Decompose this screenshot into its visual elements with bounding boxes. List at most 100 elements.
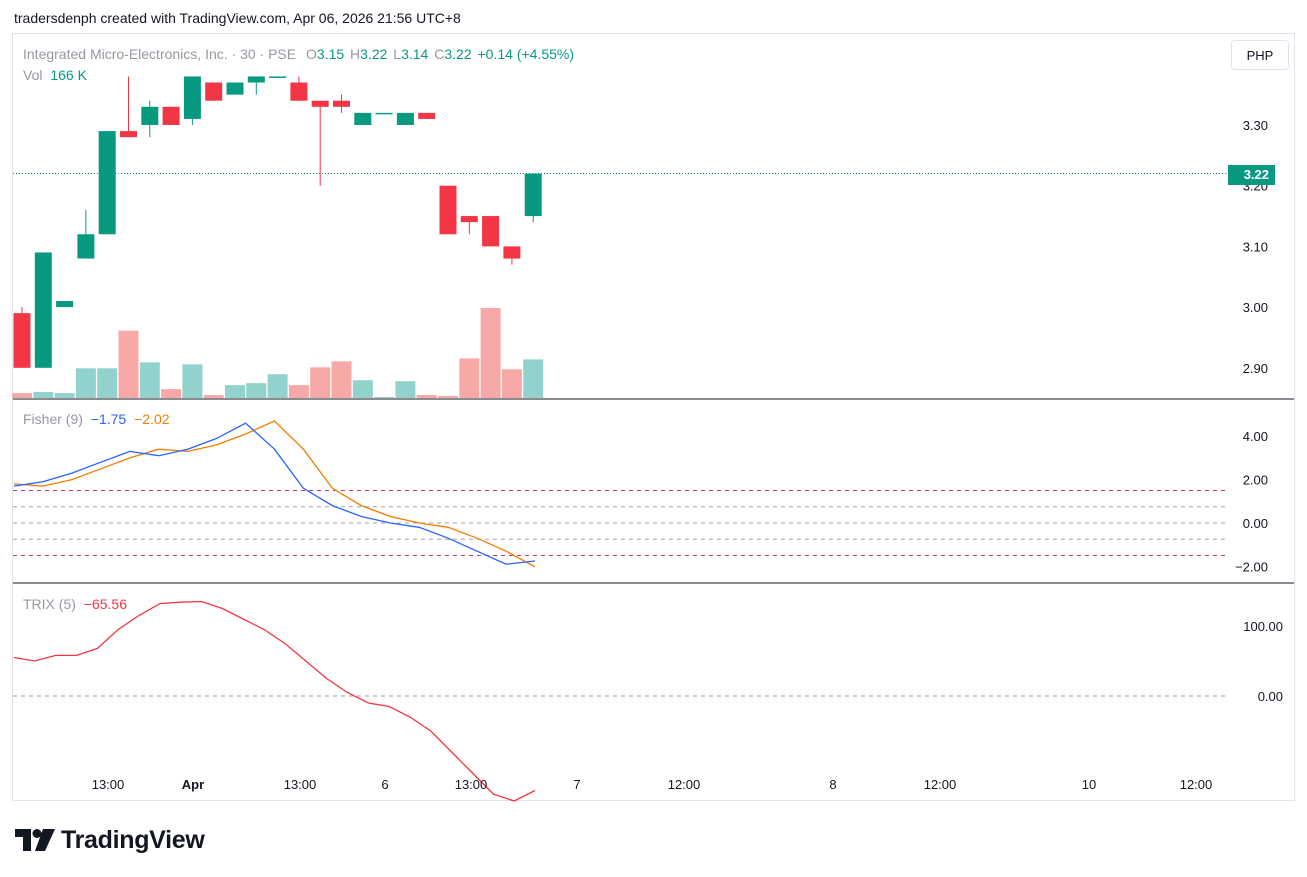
candle-body xyxy=(56,301,74,308)
time-axis-tick: 12:00 xyxy=(1180,777,1213,792)
fisher-axis-tick: −2.00 xyxy=(1235,559,1268,574)
volume-bar xyxy=(12,393,32,398)
tradingview-logo-icon xyxy=(15,829,55,851)
time-axis-tick: 10 xyxy=(1082,777,1096,792)
time-axis-tick: 6 xyxy=(381,777,388,792)
volume-bar xyxy=(97,368,118,398)
currency-button[interactable]: PHP xyxy=(1231,40,1289,70)
chart-attribution: tradersdenph created with TradingView.co… xyxy=(14,10,461,26)
time-axis-tick: Apr xyxy=(182,777,204,792)
volume-bar xyxy=(480,307,501,398)
main-legend: Integrated Micro-Electronics, Inc. · 30 … xyxy=(23,46,576,62)
volume-bar xyxy=(118,330,139,398)
chart-frame xyxy=(12,33,1295,801)
volume-bar xyxy=(33,392,54,398)
volume-bar xyxy=(139,362,160,398)
volume-value: 166 K xyxy=(50,67,87,83)
candle-body xyxy=(333,100,350,107)
fisher-legend: Fisher (9) −1.75 −2.02 xyxy=(23,411,170,427)
candle-body xyxy=(524,173,542,217)
low-label: L xyxy=(393,46,402,62)
volume-bar xyxy=(182,364,203,398)
price-axis-tick: 3.30 xyxy=(1243,118,1268,133)
volume-bar xyxy=(246,383,267,398)
candle-body xyxy=(375,112,393,115)
fisher-trigger-line xyxy=(13,420,536,568)
candle-body xyxy=(439,185,457,235)
volume-bar xyxy=(161,389,182,398)
volume-bar xyxy=(331,361,352,398)
trix-legend: TRIX (5) −65.56 xyxy=(23,596,127,612)
candle-body xyxy=(460,216,478,223)
candle-body xyxy=(98,131,116,235)
candle-body xyxy=(77,234,95,259)
fisher-name[interactable]: Fisher (9) xyxy=(23,411,83,427)
fisher-line xyxy=(13,422,536,565)
close-label: C xyxy=(434,46,445,62)
candle-body xyxy=(311,100,329,107)
time-axis-tick: 12:00 xyxy=(668,777,701,792)
time-axis-tick: 12:00 xyxy=(924,777,957,792)
trix-axis-tick: 100.00 xyxy=(1243,619,1283,634)
volume-bar xyxy=(225,385,245,398)
price-axis-tick: 3.00 xyxy=(1243,300,1268,315)
last-price-label: 3.22 xyxy=(1228,165,1275,185)
candle-body xyxy=(354,112,372,125)
volume-label[interactable]: Vol xyxy=(23,67,43,83)
volume-bar xyxy=(352,380,373,398)
volume-bar xyxy=(54,393,75,398)
candle-body xyxy=(183,76,201,119)
volume-bar xyxy=(395,381,416,398)
candle-body xyxy=(34,252,52,368)
fisher-axis-tick: 4.00 xyxy=(1243,429,1268,444)
candle-body xyxy=(396,112,414,125)
volume-bar xyxy=(203,395,224,398)
candle-body xyxy=(226,82,244,95)
time-axis-tick: 13:00 xyxy=(92,777,125,792)
volume-bar xyxy=(310,367,331,398)
volume-legend: Vol 166 K xyxy=(23,67,87,83)
fisher-trigger-value: −2.02 xyxy=(134,411,170,427)
candle-body xyxy=(141,106,159,125)
volume-bar xyxy=(374,397,395,399)
candle-body xyxy=(269,76,287,78)
fisher-axis-tick: 2.00 xyxy=(1243,473,1268,488)
open-value: 3.15 xyxy=(316,46,345,62)
fisher-value: −1.75 xyxy=(90,411,127,427)
volume-bar xyxy=(75,368,96,398)
high-label: H xyxy=(350,46,361,62)
volume-bar xyxy=(523,359,544,398)
trix-line xyxy=(13,600,536,802)
symbol-label[interactable]: Integrated Micro-Electronics, Inc. · 30 … xyxy=(23,46,297,62)
time-axis-tick: 13:00 xyxy=(284,777,317,792)
candle-body xyxy=(290,82,308,101)
trix-axis-tick: 0.00 xyxy=(1258,689,1283,704)
volume-bar xyxy=(267,374,288,398)
candle-body xyxy=(205,82,223,101)
trix-name[interactable]: TRIX (5) xyxy=(23,596,76,612)
close-value: 3.22 xyxy=(444,46,472,62)
tradingview-logo[interactable]: TradingView xyxy=(15,824,205,856)
tradingview-wordmark: TradingView xyxy=(61,825,205,854)
candle-body xyxy=(13,313,31,368)
candle-body xyxy=(418,112,436,119)
candle-body xyxy=(247,76,265,83)
candle-body xyxy=(120,131,137,138)
candle-body xyxy=(503,246,521,259)
trix-value: −65.56 xyxy=(83,596,127,612)
open-label: O xyxy=(306,46,317,62)
volume-bar xyxy=(459,358,480,398)
volume-bar xyxy=(501,369,522,398)
change-value: +0.14 (+4.55%) xyxy=(477,46,575,62)
candle-body xyxy=(162,106,180,125)
time-axis-tick: 7 xyxy=(573,777,580,792)
fisher-axis-tick: 0.00 xyxy=(1243,516,1268,531)
high-value: 3.22 xyxy=(360,46,388,62)
volume-bar xyxy=(416,395,437,398)
candle-body xyxy=(482,216,500,247)
time-axis-tick: 13:00 xyxy=(455,777,488,792)
volume-bar xyxy=(438,396,458,398)
time-axis-tick: 8 xyxy=(829,777,836,792)
volume-bar xyxy=(288,385,309,398)
